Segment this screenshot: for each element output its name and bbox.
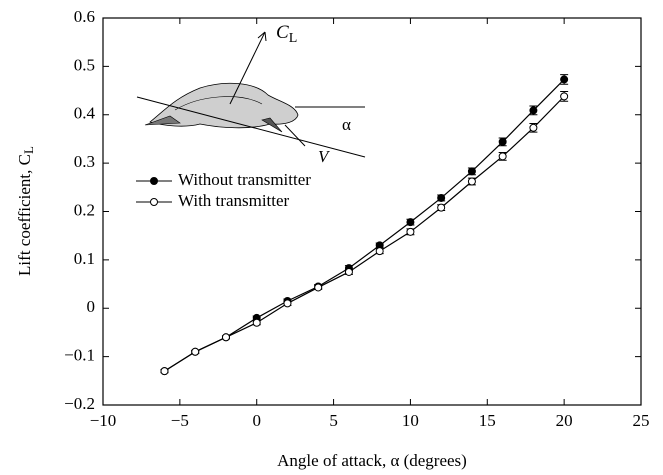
marker (560, 75, 569, 84)
marker (314, 283, 323, 292)
y-axis-label: Lift coefficient, CL (15, 146, 36, 276)
y-tick-label: 0.3 (74, 152, 95, 171)
marker (221, 333, 230, 342)
x-axis-label: Angle of attack, α (degrees) (277, 451, 467, 470)
y-tick-label: 0 (87, 297, 96, 316)
marker (252, 318, 261, 327)
marker (498, 152, 507, 161)
series-line (164, 95, 565, 372)
legend-label: Without transmitter (178, 170, 311, 189)
y-axis-label-subscript: L (21, 146, 36, 154)
y-tick-label: 0.2 (74, 200, 95, 219)
y-axis-label-text: Lift coefficient, C (15, 154, 34, 276)
turtle-illustration (136, 31, 366, 158)
series-line (164, 79, 565, 372)
annotation: V (318, 147, 331, 166)
marker (344, 267, 353, 276)
y-tick-label: 0.6 (74, 7, 95, 26)
marker (191, 347, 200, 356)
marker (437, 203, 446, 212)
y-tick-label: −0.2 (64, 394, 95, 413)
annotation-text: C (276, 22, 289, 43)
legend-marker (150, 198, 158, 206)
marker (406, 227, 415, 236)
annotation-subscript: L (289, 31, 298, 46)
legend-marker (150, 177, 158, 185)
annotation: α (342, 115, 351, 134)
marker (529, 123, 538, 132)
y-tick-label: 0.5 (74, 55, 95, 74)
marker (375, 247, 384, 256)
annotation: CL (276, 22, 297, 46)
marker (560, 92, 569, 101)
marker (437, 193, 446, 202)
y-tick-label: 0.1 (74, 249, 95, 268)
y-tick-label: 0.4 (74, 104, 96, 123)
x-tick-label: 25 (633, 411, 650, 430)
legend-label: With transmitter (178, 191, 290, 210)
y-tick-label: −0.1 (64, 346, 95, 365)
plot-frame (102, 17, 642, 406)
x-tick-label: 0 (252, 411, 261, 430)
marker (498, 137, 507, 146)
x-tick-label: −5 (171, 411, 189, 430)
x-tick-label: −10 (90, 411, 117, 430)
marker (529, 106, 538, 115)
marker (160, 367, 169, 376)
marker (406, 218, 415, 227)
marker (283, 299, 292, 308)
x-tick-label: 20 (556, 411, 573, 430)
x-tick-label: 10 (402, 411, 419, 430)
marker (467, 177, 476, 186)
x-tick-label: 5 (329, 411, 338, 430)
marker (467, 167, 476, 176)
x-tick-label: 15 (479, 411, 496, 430)
